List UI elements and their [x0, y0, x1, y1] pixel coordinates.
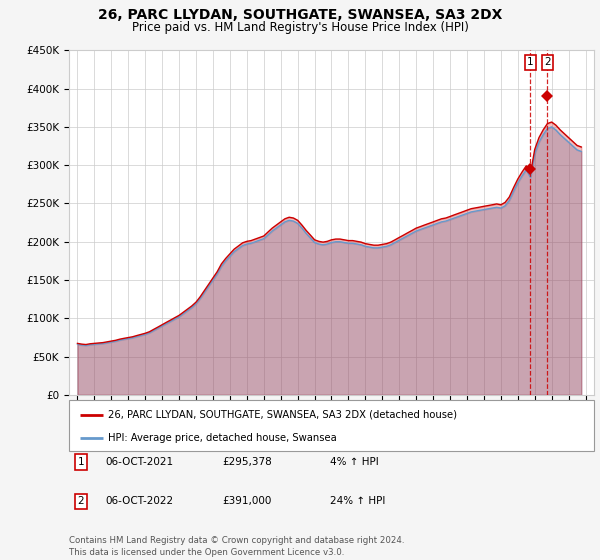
Text: 26, PARC LLYDAN, SOUTHGATE, SWANSEA, SA3 2DX (detached house): 26, PARC LLYDAN, SOUTHGATE, SWANSEA, SA3…	[109, 409, 457, 419]
FancyBboxPatch shape	[69, 400, 594, 451]
Text: HPI: Average price, detached house, Swansea: HPI: Average price, detached house, Swan…	[109, 433, 337, 443]
Text: Contains HM Land Registry data © Crown copyright and database right 2024.
This d: Contains HM Land Registry data © Crown c…	[69, 536, 404, 557]
Text: £295,378: £295,378	[222, 457, 272, 467]
Text: 24% ↑ HPI: 24% ↑ HPI	[330, 496, 385, 506]
Text: Price paid vs. HM Land Registry's House Price Index (HPI): Price paid vs. HM Land Registry's House …	[131, 21, 469, 34]
Text: 2: 2	[77, 496, 85, 506]
Text: 2: 2	[544, 58, 551, 67]
Text: £391,000: £391,000	[222, 496, 271, 506]
Text: 06-OCT-2021: 06-OCT-2021	[105, 457, 173, 467]
Text: 4% ↑ HPI: 4% ↑ HPI	[330, 457, 379, 467]
Text: 26, PARC LLYDAN, SOUTHGATE, SWANSEA, SA3 2DX: 26, PARC LLYDAN, SOUTHGATE, SWANSEA, SA3…	[98, 8, 502, 22]
Text: 1: 1	[527, 58, 534, 67]
Text: 1: 1	[77, 457, 85, 467]
Text: 06-OCT-2022: 06-OCT-2022	[105, 496, 173, 506]
